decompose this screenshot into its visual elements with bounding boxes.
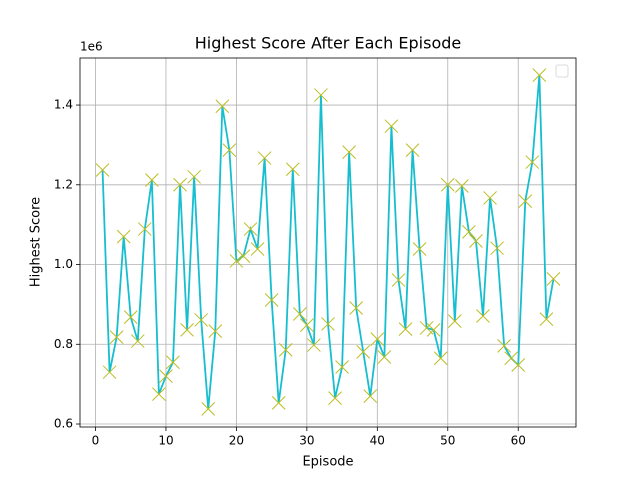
legend-box <box>555 64 569 78</box>
marker <box>314 88 328 102</box>
marker <box>208 324 223 338</box>
x-axis-label: Episode <box>302 455 353 470</box>
y-tick-label: 1.4 <box>54 98 73 112</box>
y-offset-label: 1e6 <box>80 40 103 54</box>
marker <box>469 234 483 248</box>
marker <box>377 350 392 364</box>
marker <box>398 322 413 336</box>
marker <box>130 334 145 348</box>
y-tick-label: 1.2 <box>54 177 73 191</box>
marker <box>518 194 533 208</box>
marker <box>285 162 300 177</box>
x-tick-label: 10 <box>158 434 173 448</box>
y-axis-label: Highest Score <box>29 197 44 287</box>
marker <box>335 360 349 374</box>
y-tick-label: 0.6 <box>54 417 73 431</box>
marker <box>426 323 441 337</box>
marker <box>180 323 194 337</box>
marker <box>109 330 124 344</box>
marker <box>511 358 526 372</box>
marker <box>264 293 279 307</box>
marker <box>116 229 131 244</box>
marker <box>321 317 335 331</box>
marker <box>300 318 314 332</box>
marker <box>349 301 364 315</box>
marker <box>271 396 286 410</box>
y-tick-label: 1.0 <box>54 257 73 271</box>
marker <box>307 338 321 352</box>
marker <box>152 387 166 401</box>
marker <box>363 389 378 403</box>
x-tick-label: 50 <box>440 434 455 448</box>
marker <box>433 351 448 366</box>
marker <box>278 342 293 357</box>
marker <box>405 143 420 157</box>
marker <box>194 313 209 327</box>
marker <box>229 254 244 268</box>
marker <box>342 145 356 159</box>
marker <box>159 369 173 384</box>
marker <box>546 272 561 286</box>
marker <box>356 344 371 359</box>
marker <box>250 242 265 256</box>
marker <box>476 309 490 323</box>
marker <box>391 273 406 287</box>
marker <box>455 179 469 193</box>
marker <box>145 173 159 187</box>
x-tick-label: 40 <box>370 434 385 448</box>
marker <box>440 177 455 192</box>
marker <box>328 391 342 405</box>
plot-frame <box>79 57 577 428</box>
y-tick-label: 0.8 <box>54 337 73 351</box>
marker <box>187 169 201 184</box>
marker <box>462 224 476 239</box>
x-tick-label: 60 <box>511 434 526 448</box>
marker <box>292 307 307 321</box>
marker <box>137 222 152 236</box>
marker <box>166 355 180 370</box>
marker <box>384 119 399 134</box>
marker <box>215 99 230 114</box>
marker <box>236 249 251 264</box>
marker <box>102 365 117 380</box>
marker <box>483 191 497 205</box>
marker <box>222 143 237 157</box>
marker <box>539 312 554 327</box>
marker <box>257 151 272 165</box>
marker <box>497 339 511 353</box>
marker <box>490 241 504 256</box>
x-tick-label: 20 <box>229 434 244 448</box>
chart-title: Highest Score After Each Episode <box>195 34 462 53</box>
marker <box>412 242 427 256</box>
marker <box>173 177 187 192</box>
marker <box>532 68 547 82</box>
marker <box>95 163 110 177</box>
x-tick-label: 30 <box>299 434 314 448</box>
marker <box>525 155 540 169</box>
x-tick-label: 0 <box>92 434 100 448</box>
marker <box>243 222 258 236</box>
marker <box>447 314 462 328</box>
marker <box>123 310 138 325</box>
marker <box>201 402 216 416</box>
marker <box>370 332 385 346</box>
